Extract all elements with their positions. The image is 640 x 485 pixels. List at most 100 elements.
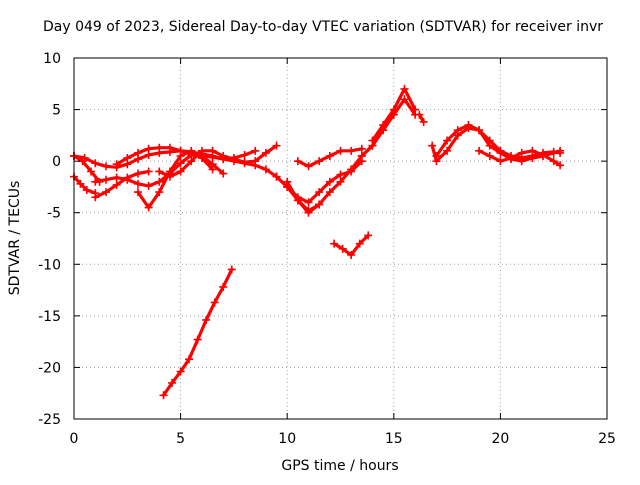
- data-point: [338, 244, 347, 253]
- data-point: [187, 157, 196, 166]
- y-tick-label: -10: [38, 257, 61, 273]
- y-axis-label: SDTVAR / TECUs: [7, 181, 23, 296]
- chart-title: Day 049 of 2023, Sidereal Day-to-day VTE…: [43, 19, 603, 35]
- x-axis-label: GPS time / hours: [281, 458, 398, 474]
- data-point: [227, 265, 236, 274]
- data-point: [80, 154, 89, 163]
- data-point: [539, 150, 548, 159]
- data-point: [185, 355, 194, 364]
- data-point: [229, 155, 238, 164]
- y-tick-label: -5: [47, 206, 61, 222]
- data-point: [87, 167, 96, 176]
- data-point: [91, 177, 100, 186]
- data-point: [91, 193, 100, 202]
- data-point: [325, 151, 334, 160]
- data-point: [208, 146, 217, 155]
- data-point: [347, 165, 356, 174]
- data-point: [219, 282, 228, 291]
- data-point: [251, 157, 260, 166]
- data-point: [315, 200, 324, 209]
- plot-frame: [73, 57, 608, 420]
- data-point: [496, 157, 505, 166]
- series-line: [360, 97, 417, 158]
- series-line: [136, 149, 215, 210]
- data-point: [400, 84, 409, 93]
- data-point: [251, 146, 260, 155]
- data-point: [485, 141, 494, 150]
- series-layer: [70, 84, 565, 400]
- y-tick-label: 5: [52, 103, 61, 119]
- data-point: [176, 367, 185, 376]
- data-point: [168, 378, 177, 387]
- data-point: [197, 146, 206, 155]
- data-point: [123, 154, 132, 163]
- data-point: [101, 162, 110, 171]
- data-point: [475, 146, 484, 155]
- data-point: [347, 146, 356, 155]
- data-point: [112, 180, 121, 189]
- series-arc-15: [368, 84, 420, 145]
- data-point: [368, 136, 377, 145]
- data-point: [315, 157, 324, 166]
- data-point: [304, 208, 313, 217]
- data-point: [155, 143, 164, 152]
- data-point: [133, 188, 142, 197]
- data-point: [293, 196, 302, 205]
- data-point: [315, 188, 324, 197]
- data-point: [101, 175, 110, 184]
- y-tick-label: -20: [38, 360, 61, 376]
- data-point: [219, 169, 228, 178]
- data-point: [91, 159, 100, 168]
- data-point: [165, 172, 174, 181]
- data-point: [133, 148, 142, 157]
- data-point: [112, 173, 121, 182]
- data-point: [364, 231, 373, 240]
- data-point: [415, 110, 424, 119]
- data-point: [123, 175, 132, 184]
- data-point: [155, 177, 164, 186]
- data-point: [272, 172, 281, 181]
- data-point: [357, 144, 366, 153]
- data-point: [400, 95, 409, 104]
- data-point: [528, 146, 537, 155]
- data-point: [464, 121, 473, 130]
- x-tick-label: 5: [176, 431, 185, 447]
- data-point: [325, 177, 334, 186]
- data-point: [283, 177, 292, 186]
- data-point: [517, 148, 526, 157]
- x-tick-label: 15: [385, 431, 403, 447]
- tick-layer: 0 5 10 15 20 25 -25 -20 -15 -10 -5 0 5 10: [38, 51, 616, 447]
- data-point: [347, 251, 356, 260]
- data-point: [133, 179, 142, 188]
- data-point: [443, 146, 452, 155]
- y-tick-label: 10: [43, 51, 61, 67]
- data-point: [556, 161, 565, 170]
- series-arc-16: [415, 110, 428, 126]
- series-line: [72, 175, 97, 195]
- data-point: [304, 162, 313, 171]
- data-point: [496, 148, 505, 157]
- data-point: [112, 160, 121, 169]
- data-point: [379, 121, 388, 130]
- data-point: [202, 315, 211, 324]
- data-point: [144, 203, 153, 212]
- data-point: [176, 151, 185, 160]
- data-point: [187, 146, 196, 155]
- data-point: [261, 165, 270, 174]
- data-point: [272, 141, 281, 150]
- data-point: [528, 154, 537, 163]
- data-point: [507, 154, 516, 163]
- data-point: [428, 141, 437, 150]
- data-point: [144, 144, 153, 153]
- series-line: [72, 154, 102, 184]
- x-tick-label: 10: [278, 431, 296, 447]
- data-point: [197, 154, 206, 163]
- data-point: [210, 298, 219, 307]
- data-point: [133, 169, 142, 178]
- data-point: [293, 157, 302, 166]
- data-point: [336, 146, 345, 155]
- data-point: [517, 157, 526, 166]
- data-point: [475, 126, 484, 135]
- data-point: [556, 146, 565, 155]
